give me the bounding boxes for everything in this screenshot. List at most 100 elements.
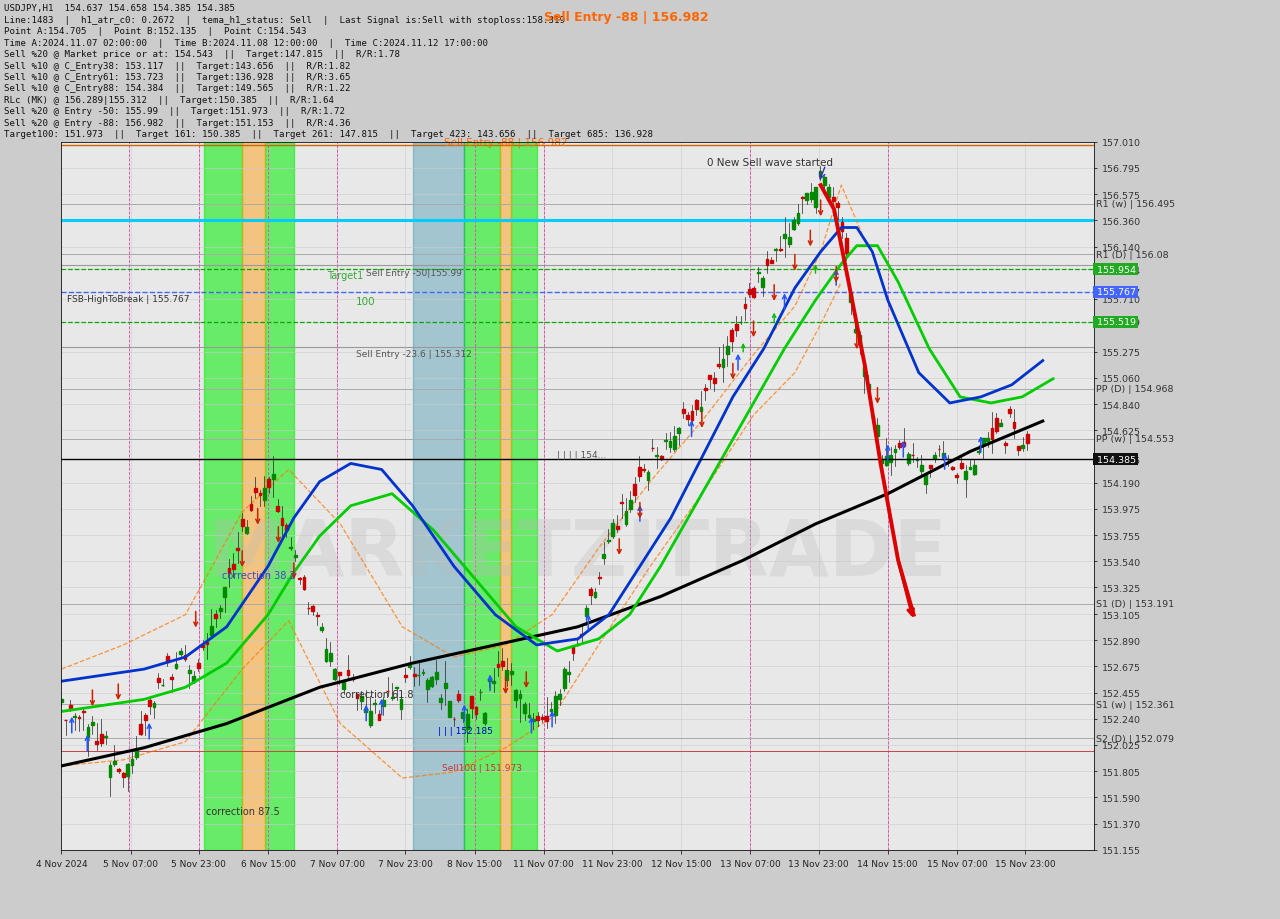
Bar: [991, 429, 993, 439]
Bar: [426, 681, 429, 689]
Bar: [223, 587, 227, 597]
Bar: [549, 709, 553, 711]
Bar: [518, 695, 521, 698]
Bar: [960, 463, 963, 469]
Bar: [876, 425, 878, 437]
Bar: [890, 456, 892, 463]
Bar: [589, 590, 593, 596]
Bar: [356, 694, 358, 698]
Bar: [174, 664, 178, 668]
Bar: [607, 540, 609, 541]
Bar: [1012, 422, 1015, 429]
Bar: [646, 472, 649, 481]
Bar: [289, 547, 292, 548]
Bar: [241, 519, 243, 527]
Bar: [717, 364, 719, 367]
Bar: [285, 526, 288, 531]
Text: Sell Entry -50|155.99: Sell Entry -50|155.99: [366, 268, 462, 278]
Bar: [1025, 434, 1029, 443]
Text: R1 (w) | 156.495: R1 (w) | 156.495: [1097, 200, 1175, 210]
Bar: [152, 704, 155, 708]
Bar: [673, 437, 676, 449]
Bar: [845, 239, 847, 254]
Bar: [545, 716, 548, 721]
Bar: [598, 577, 600, 578]
Bar: [122, 774, 124, 777]
Bar: [585, 608, 588, 617]
Bar: [109, 766, 111, 777]
Text: 155.954: 155.954: [1094, 266, 1137, 275]
Bar: [554, 697, 557, 715]
Bar: [863, 369, 865, 376]
Bar: [500, 142, 511, 850]
Bar: [408, 663, 411, 667]
Bar: [413, 675, 416, 676]
Bar: [439, 698, 442, 702]
Bar: [206, 642, 209, 644]
Bar: [964, 472, 966, 480]
Bar: [421, 672, 425, 674]
Bar: [735, 324, 737, 331]
Text: Sell100 | 151.973: Sell100 | 151.973: [442, 763, 521, 772]
Text: Sell Entry -88 | 156.982: Sell Entry -88 | 156.982: [544, 11, 709, 25]
Bar: [668, 442, 672, 448]
Bar: [265, 142, 294, 850]
Bar: [1021, 445, 1024, 448]
Bar: [280, 518, 283, 525]
Bar: [616, 527, 618, 529]
Bar: [612, 524, 614, 536]
Bar: [713, 379, 716, 383]
Bar: [1018, 447, 1020, 450]
Bar: [131, 759, 133, 765]
Bar: [978, 451, 980, 453]
Bar: [540, 717, 544, 720]
Bar: [497, 664, 499, 667]
Bar: [157, 678, 160, 683]
Bar: [677, 429, 680, 433]
Bar: [580, 634, 584, 636]
Bar: [1000, 423, 1002, 426]
Bar: [659, 457, 663, 460]
Bar: [435, 672, 438, 679]
Bar: [506, 670, 508, 681]
Text: FSB-HighToBreak | 155.767: FSB-HighToBreak | 155.767: [67, 295, 189, 304]
Bar: [576, 644, 579, 646]
Bar: [457, 694, 460, 700]
Bar: [686, 415, 689, 419]
Bar: [787, 238, 791, 244]
Text: 100: 100: [356, 297, 375, 306]
Bar: [951, 468, 954, 470]
Bar: [179, 652, 182, 654]
Bar: [899, 443, 901, 448]
Bar: [134, 749, 138, 756]
Bar: [100, 734, 102, 743]
Bar: [515, 690, 517, 700]
Bar: [104, 736, 108, 737]
Bar: [884, 457, 887, 465]
Bar: [466, 714, 468, 729]
Bar: [475, 707, 477, 715]
Bar: [360, 697, 362, 701]
Bar: [404, 675, 407, 677]
Bar: [493, 682, 495, 684]
Text: PP (D) | 154.968: PP (D) | 154.968: [1097, 385, 1174, 393]
Bar: [127, 764, 129, 777]
Bar: [881, 460, 883, 463]
Bar: [369, 711, 371, 726]
Bar: [982, 438, 984, 446]
Bar: [756, 273, 759, 274]
Bar: [192, 676, 195, 682]
Bar: [637, 467, 640, 477]
Bar: [91, 722, 93, 725]
Bar: [188, 670, 191, 673]
Bar: [902, 443, 905, 447]
Bar: [859, 335, 861, 344]
Bar: [143, 715, 147, 720]
Bar: [197, 664, 200, 668]
Bar: [691, 412, 694, 420]
Bar: [378, 714, 380, 720]
Bar: [603, 555, 605, 558]
Bar: [338, 673, 340, 675]
Text: 154.385: 154.385: [1094, 455, 1137, 464]
Bar: [836, 204, 838, 208]
